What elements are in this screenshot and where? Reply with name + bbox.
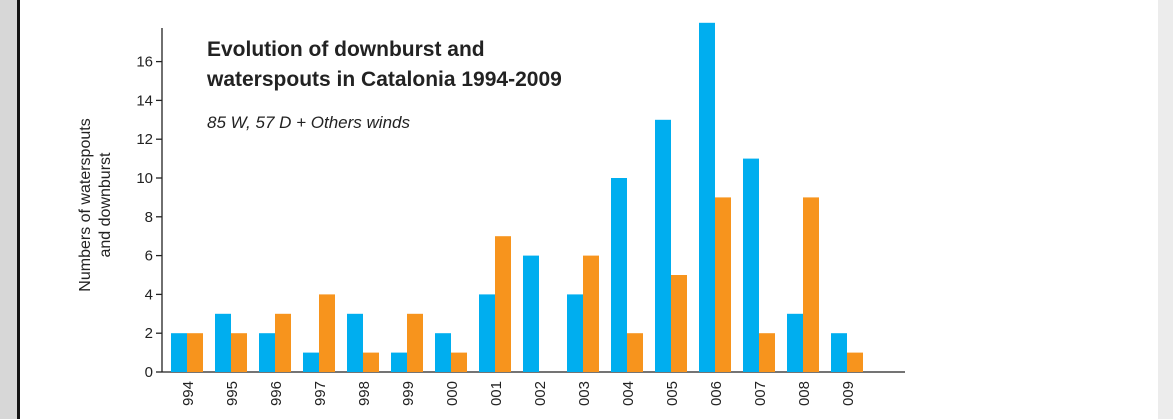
y-tick-label: 12 (136, 131, 153, 148)
x-tick-label: 998 (356, 381, 373, 406)
bar (215, 313, 231, 372)
x-tick-label: 997 (312, 381, 329, 406)
x-tick-label: 008 (796, 381, 813, 406)
y-axis-label-line-1: Numbers of waterspouts (77, 118, 94, 291)
x-tick-label: 996 (268, 381, 285, 406)
bar (583, 255, 599, 372)
bar (671, 275, 687, 372)
chart-title-line-1: Evolution of downburst and (207, 38, 485, 61)
y-tick-label: 4 (145, 286, 153, 303)
bar (567, 294, 583, 372)
bar (611, 178, 627, 372)
bars (171, 22, 863, 373)
x-tick-label: 006 (708, 381, 725, 406)
bar (495, 236, 511, 372)
bar (231, 333, 247, 372)
bar (743, 158, 759, 372)
x-tick-label: 005 (664, 381, 681, 406)
bar (479, 294, 495, 372)
x-tick-label: 009 (840, 381, 857, 406)
bar (847, 352, 863, 372)
bar (715, 197, 731, 372)
y-tick-label: 2 (145, 325, 153, 342)
bar (259, 333, 275, 372)
bar (803, 197, 819, 372)
bar (759, 333, 775, 372)
bar (363, 352, 379, 372)
bar (303, 352, 319, 372)
bar (347, 313, 363, 372)
y-tick-label: 0 (145, 364, 153, 381)
bar (319, 294, 335, 372)
bar (627, 333, 643, 372)
x-tick-labels: 994 995 996 997 998 999 000 001 002 003 004 005 006 0… (180, 381, 857, 406)
x-tick-label: 001 (488, 381, 505, 406)
bar (187, 333, 203, 372)
bar (699, 22, 715, 373)
bar (831, 333, 847, 372)
bar (787, 313, 803, 372)
x-tick-label: 004 (620, 381, 637, 406)
chart-title-line-2: waterspouts in Catalonia 1994-2009 (206, 68, 562, 91)
bar (391, 352, 407, 372)
y-tick-label: 10 (136, 170, 153, 187)
bar (451, 352, 467, 372)
y-tick-label: 6 (145, 248, 153, 265)
left-border-strip (0, 0, 20, 419)
x-tick-label: 994 (180, 381, 197, 406)
y-tick-label: 8 (145, 209, 153, 226)
bar (407, 313, 423, 372)
y-tick-label: 16 (136, 54, 153, 71)
x-tick-label: 003 (576, 381, 593, 406)
chart-subtitle: 85 W, 57 D + Others winds (207, 113, 410, 132)
x-tick-label: 000 (444, 381, 461, 406)
bar (275, 313, 291, 372)
bar (523, 255, 539, 372)
right-border-strip (1158, 0, 1173, 419)
bar (171, 333, 187, 372)
x-tick-label: 007 (752, 381, 769, 406)
bar (435, 333, 451, 372)
x-tick-label: 002 (532, 381, 549, 406)
y-tick-label: 14 (136, 92, 153, 109)
x-tick-label: 995 (224, 381, 241, 406)
bar (655, 119, 671, 372)
x-tick-label: 999 (400, 381, 417, 406)
y-axis-label-line-2: and downburst (97, 152, 114, 258)
y-ticks: 0 2 4 6 8 10 12 14 16 (136, 54, 162, 381)
